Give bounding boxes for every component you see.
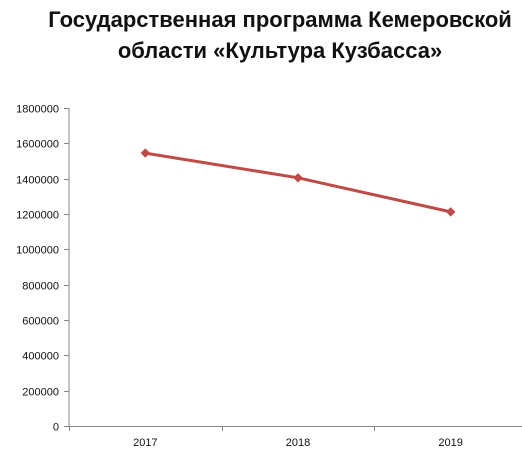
data-point-marker (445, 207, 456, 217)
data-series (140, 148, 456, 217)
y-tick-label: 1800000 (16, 104, 59, 116)
x-tick-label: 2019 (438, 437, 462, 449)
data-point-marker (140, 148, 151, 158)
x-tick-label: 2018 (286, 437, 310, 449)
y-tick-label: 1400000 (16, 175, 59, 187)
x-tick-label: 2017 (133, 437, 157, 449)
y-tick-label: 800000 (22, 281, 59, 293)
y-tick-label: 600000 (22, 316, 59, 328)
data-point-marker (293, 173, 303, 183)
y-tick-label: 0 (53, 422, 59, 434)
y-axis: 0 200000 400000 600000 800000 1000000 1200000 1… (16, 104, 70, 434)
y-tick-label: 1000000 (16, 245, 59, 257)
chart-title: Государственная программа Кемеровской об… (48, 7, 512, 63)
y-tick-label: 400000 (22, 351, 59, 363)
x-axis: 2017 2018 2019 (69, 426, 522, 449)
series-line (143, 151, 453, 214)
y-tick-label: 1200000 (16, 210, 59, 222)
y-tick-label: 1600000 (16, 139, 59, 151)
y-tick-label: 200000 (22, 387, 59, 399)
